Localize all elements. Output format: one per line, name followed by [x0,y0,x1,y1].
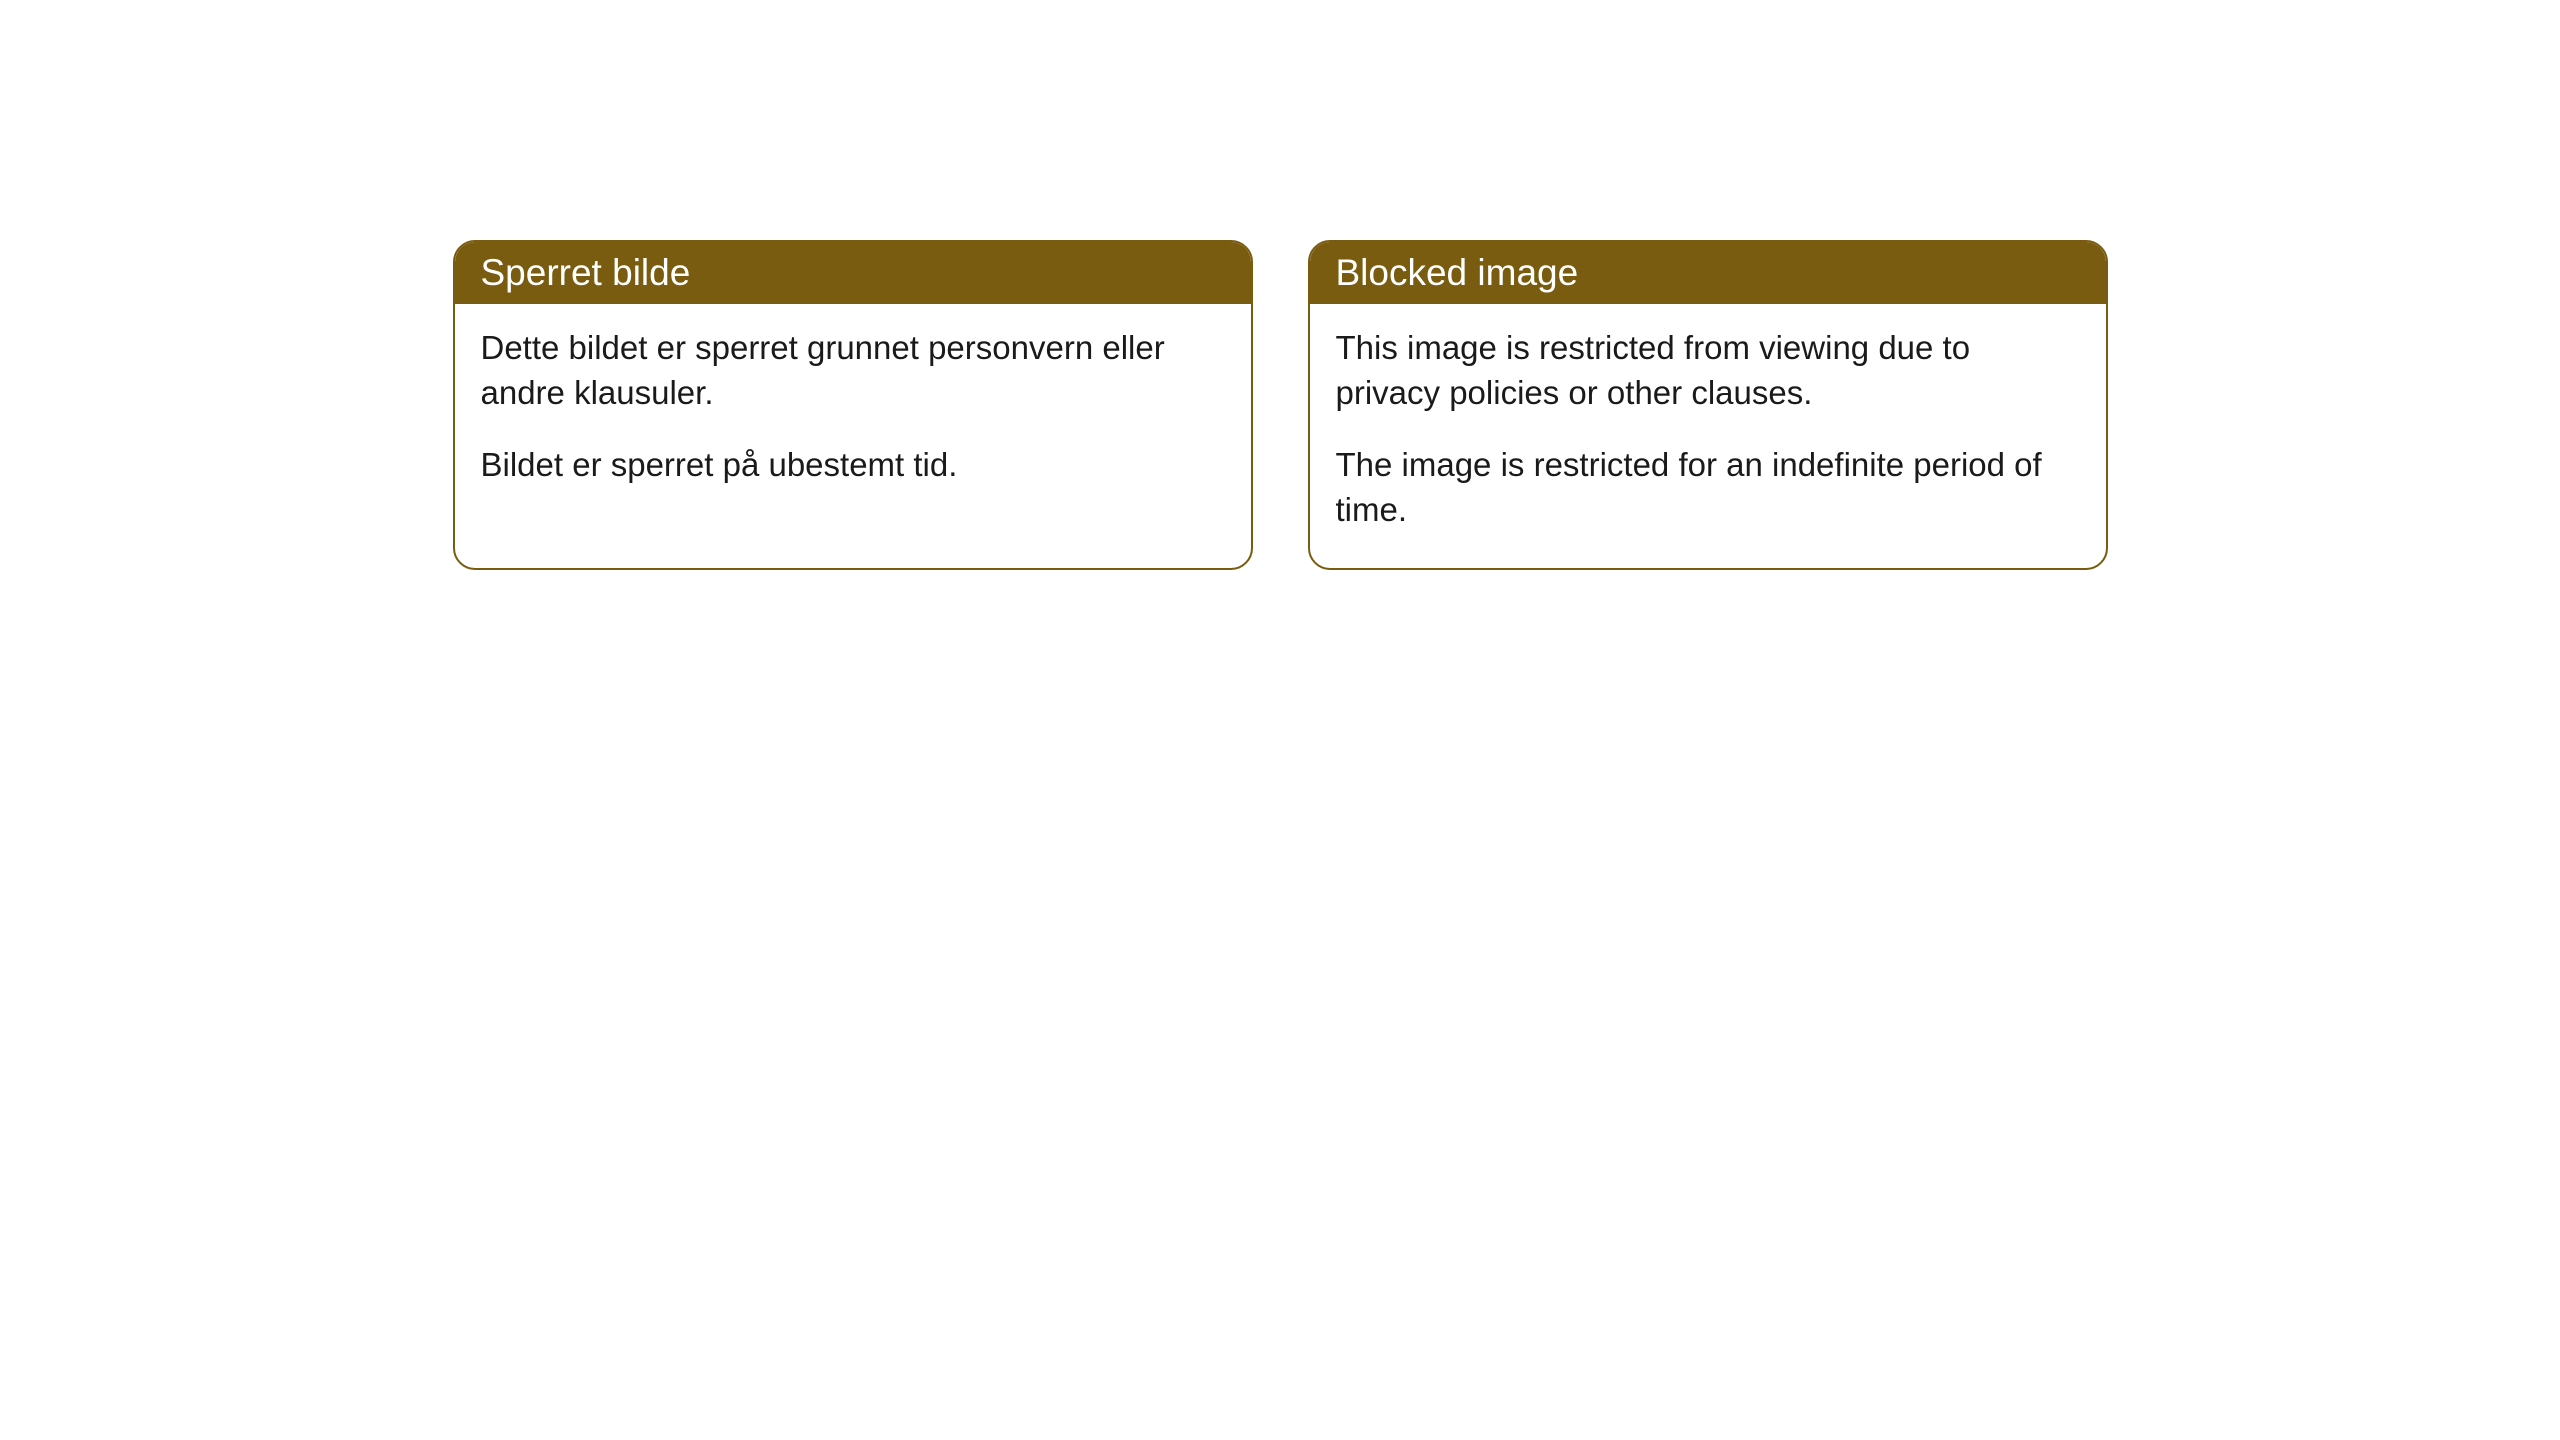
notice-text-norwegian-p2: Bildet er sperret på ubestemt tid. [481,443,1225,488]
notice-body-norwegian: Dette bildet er sperret grunnet personve… [455,304,1251,524]
notice-text-norwegian-p1: Dette bildet er sperret grunnet personve… [481,326,1225,415]
notice-header-english: Blocked image [1310,242,2106,304]
notice-text-english-p2: The image is restricted for an indefinit… [1336,443,2080,532]
notice-card-english: Blocked image This image is restricted f… [1308,240,2108,570]
notice-header-norwegian: Sperret bilde [455,242,1251,304]
notice-body-english: This image is restricted from viewing du… [1310,304,2106,568]
notice-card-norwegian: Sperret bilde Dette bildet er sperret gr… [453,240,1253,570]
notice-text-english-p1: This image is restricted from viewing du… [1336,326,2080,415]
notice-container: Sperret bilde Dette bildet er sperret gr… [0,240,2560,570]
